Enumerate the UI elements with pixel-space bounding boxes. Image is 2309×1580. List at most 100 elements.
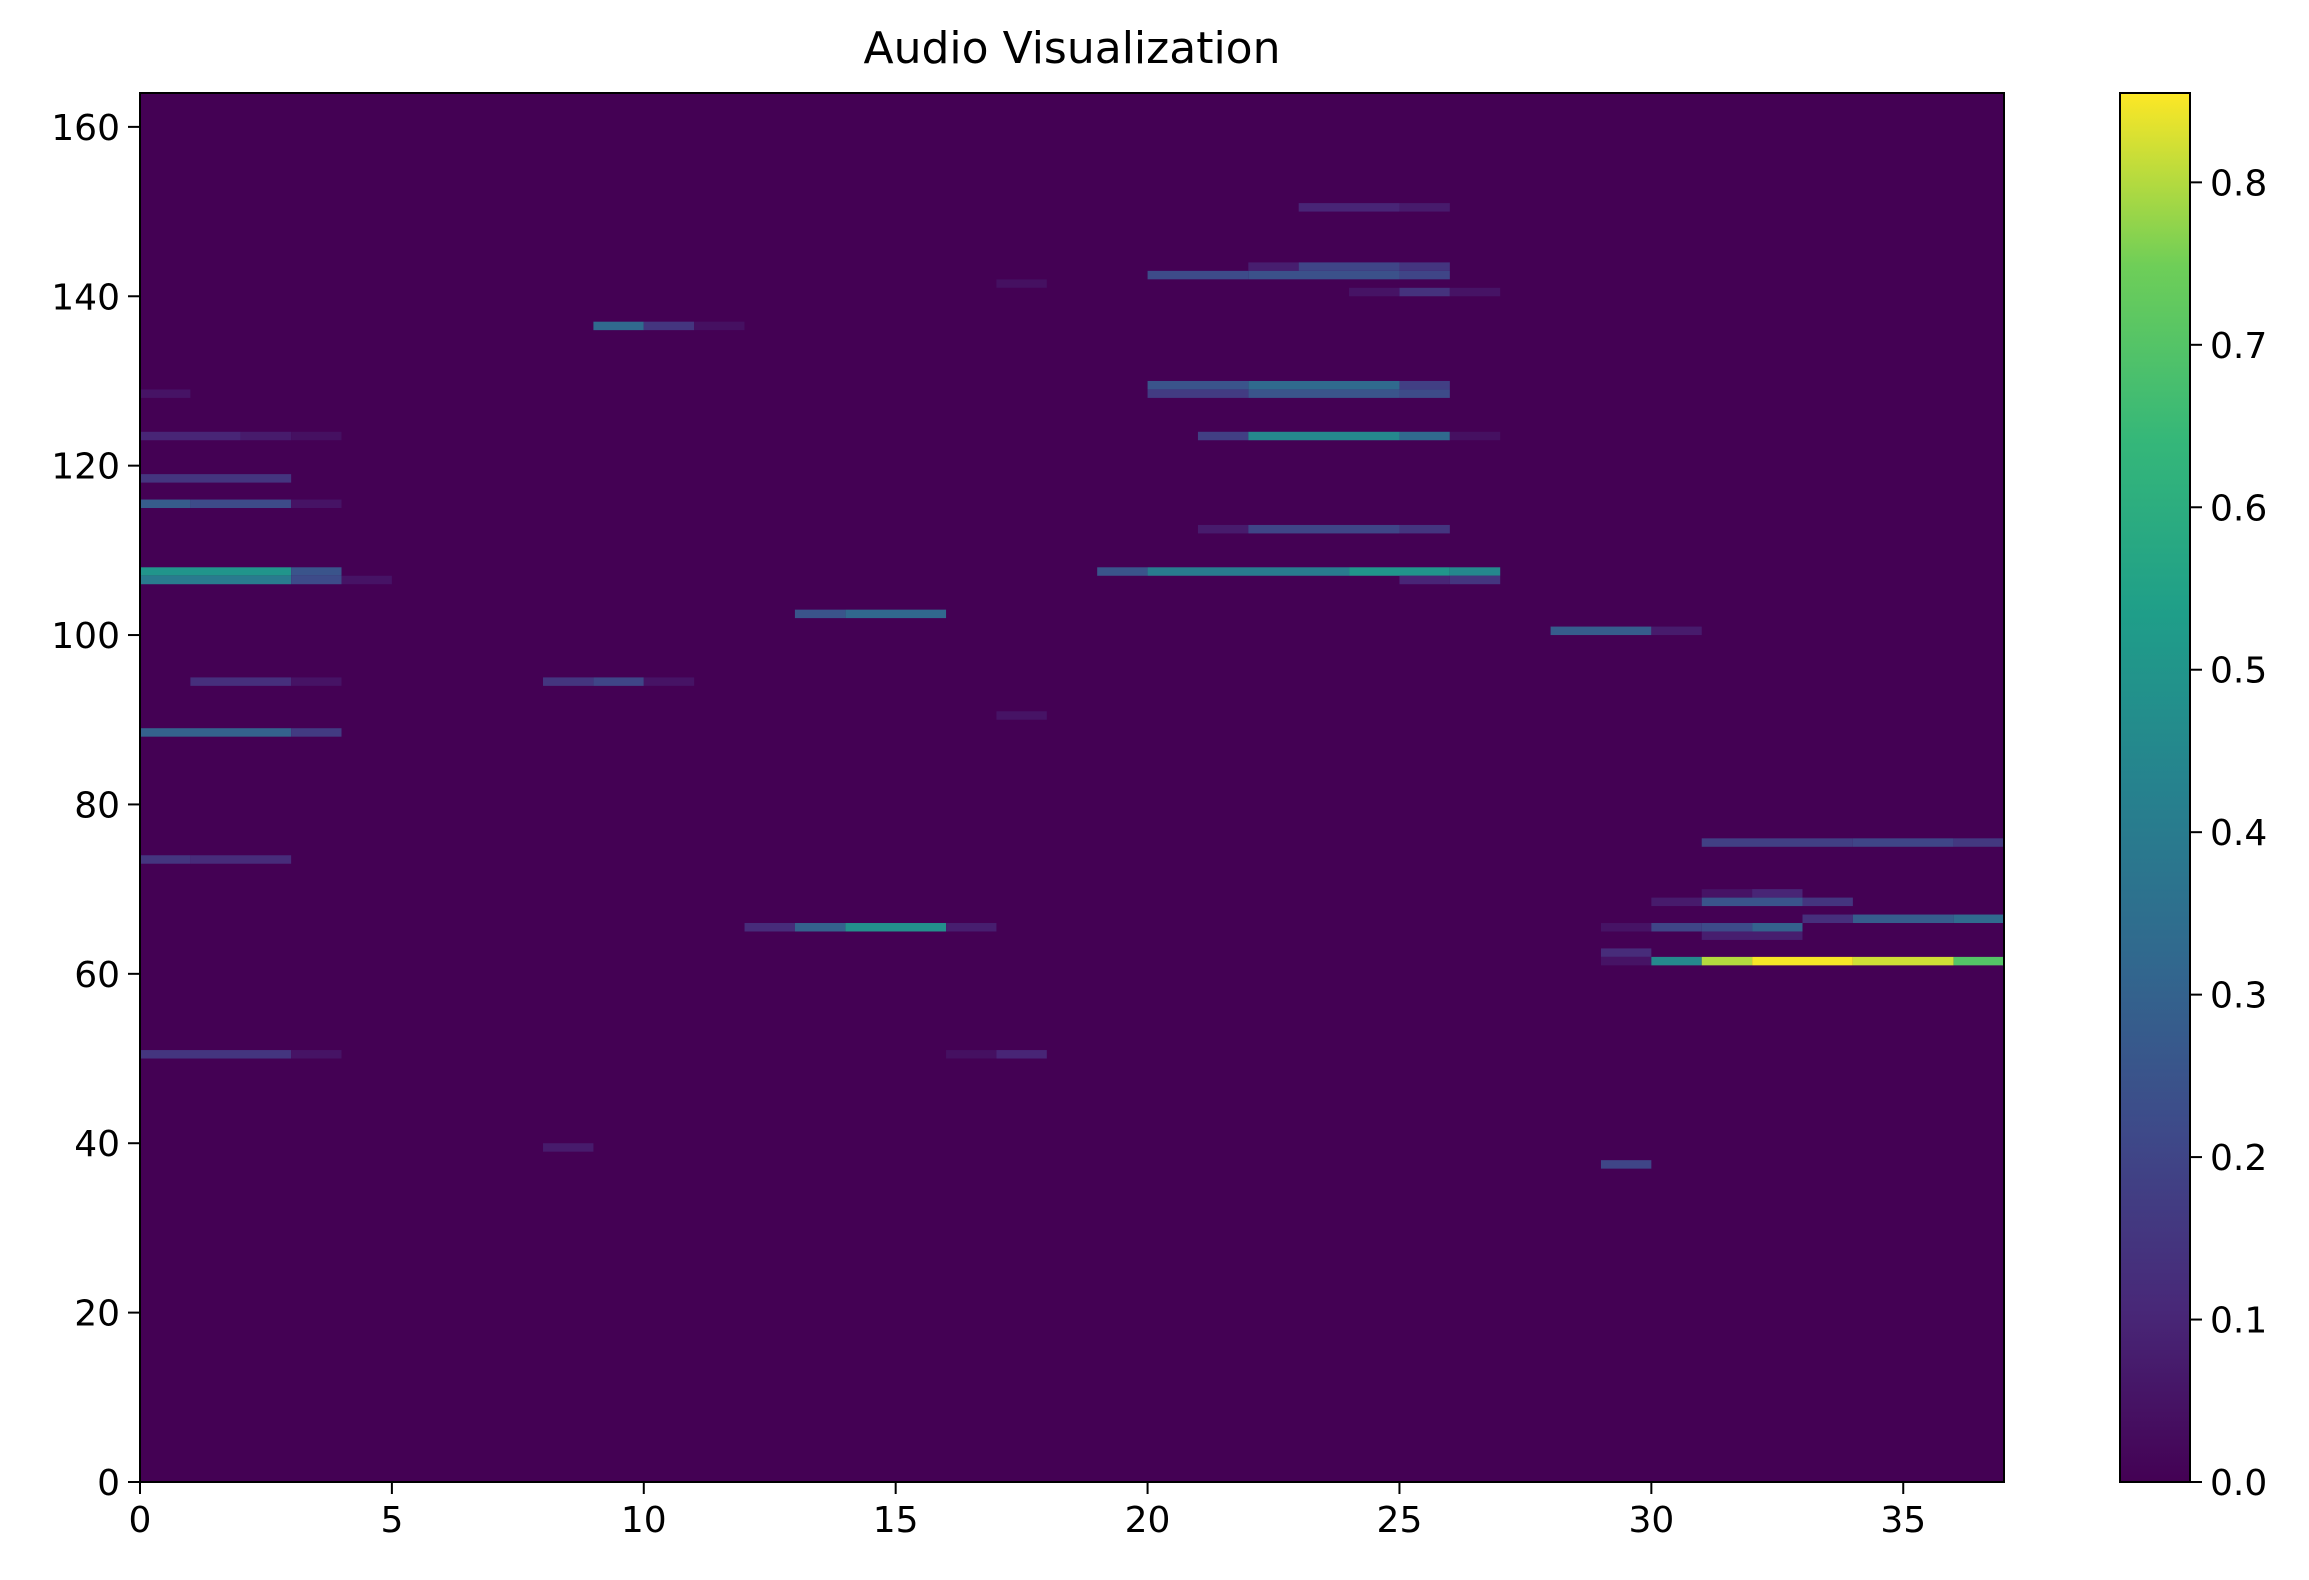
y-tick-label: 20	[74, 1294, 120, 1335]
heatmap-cell	[1802, 897, 1853, 907]
y-tick-label: 140	[51, 277, 120, 318]
y-tick-label: 80	[74, 785, 120, 826]
chart-title: Audio Visualization	[864, 23, 1281, 74]
heatmap-cell	[1701, 897, 1803, 907]
heatmap-cell	[291, 567, 342, 576]
heatmap-cell	[996, 279, 1047, 288]
heatmap-cell	[1248, 431, 1400, 441]
heatmap-cell	[1248, 389, 1400, 398]
heatmap-cell	[1147, 389, 1249, 398]
heatmap-cell	[1802, 914, 1853, 924]
heatmap-cell	[1752, 923, 1803, 932]
heatmap-cell	[643, 321, 695, 331]
heatmap-cell	[1248, 524, 1400, 534]
heatmap-cell	[1248, 270, 1400, 280]
heatmap-cell	[1248, 380, 1400, 390]
x-tick-label: 10	[621, 1500, 667, 1541]
heatmap-cell	[1349, 567, 1450, 576]
heatmap-cell	[1147, 567, 1350, 576]
heatmap-cell	[1097, 567, 1148, 576]
heatmap-cell	[946, 923, 997, 932]
colorbar-tick-label: 0.5	[2210, 651, 2267, 692]
heatmap-cell	[1399, 262, 1450, 271]
heatmap-cell	[1752, 889, 1803, 898]
heatmap-cell	[140, 431, 241, 441]
heatmap-cell	[140, 474, 292, 483]
heatmap-cell	[1701, 931, 1803, 940]
heatmap-cell	[1147, 270, 1249, 280]
colorbar-tick-label: 0.2	[2210, 1138, 2267, 1179]
heatmap-cell	[593, 321, 644, 331]
heatmap-cell	[1600, 1160, 1652, 1169]
heatmap-cell	[140, 728, 292, 737]
heatmap-cell	[1399, 389, 1450, 398]
heatmap-cell	[240, 431, 292, 441]
heatmap-cell	[1298, 262, 1400, 271]
heatmap-cell	[1651, 897, 1702, 907]
heatmap-cell	[1399, 431, 1450, 441]
colorbar-tick-label: 0.1	[2210, 1301, 2267, 1342]
colorbar-tick-label: 0.0	[2210, 1463, 2267, 1504]
colorbar-tick-label: 0.6	[2210, 488, 2267, 529]
colorbar-axis: 0.0 0.1 0.2 0.3 0.4 0.5 0.6 0.7 0.8	[2190, 163, 2267, 1504]
heatmap-cell	[1953, 838, 2004, 847]
heatmap-cell	[543, 677, 594, 686]
heatmap-cell	[140, 575, 292, 585]
heatmap-background	[140, 93, 2004, 1482]
heatmap-cell	[1852, 838, 1954, 847]
heatmap-cell	[845, 923, 947, 932]
heatmap-cell	[291, 575, 342, 585]
colorbar-tick-label: 0.7	[2210, 326, 2267, 367]
heatmap-cell	[1298, 203, 1400, 212]
heatmap-cell	[1449, 575, 1501, 585]
heatmap-cell	[1752, 956, 1853, 966]
heatmap-cell	[140, 499, 191, 509]
heatmap-cell	[341, 575, 392, 585]
x-tick-label: 5	[380, 1500, 403, 1541]
heatmap-cell	[1399, 524, 1450, 534]
heatmap-cell	[1651, 923, 1702, 932]
heatmap-cell	[1600, 948, 1652, 957]
heatmap-cell	[1550, 626, 1652, 636]
heatmap-cell	[1399, 575, 1450, 585]
heatmap-cell	[1449, 431, 1501, 441]
heatmap-cell	[140, 855, 191, 864]
heatmap-cell	[1147, 380, 1249, 390]
heatmap-cell	[140, 567, 292, 576]
y-axis: 0 20 40 60 80 100 120 140 160	[51, 108, 140, 1504]
heatmap-cell	[291, 1050, 342, 1059]
y-tick-label: 60	[74, 955, 120, 996]
heatmap-cell	[996, 711, 1047, 720]
heatmap-cell	[1349, 287, 1400, 297]
heatmap-cell	[744, 923, 795, 932]
y-tick-label: 0	[97, 1463, 120, 1504]
heatmap-cell	[1651, 956, 1702, 966]
heatmap-cell	[1953, 914, 2004, 924]
heatmap-cell	[845, 609, 947, 619]
x-tick-label: 35	[1880, 1500, 1926, 1541]
heatmap-cell	[543, 1143, 594, 1152]
heatmap-cell	[1399, 270, 1450, 280]
heatmap-cell	[1600, 923, 1652, 932]
heatmap-cell	[1953, 956, 2004, 966]
heatmap-cell	[1449, 287, 1501, 297]
heatmap-cell	[1852, 956, 1954, 966]
x-tick-label: 0	[129, 1500, 152, 1541]
y-tick-label: 40	[74, 1124, 120, 1165]
heatmap-cell	[1197, 431, 1249, 441]
heatmap-cell	[1399, 287, 1450, 297]
heatmap-cell	[1651, 626, 1702, 636]
heatmap-cell	[190, 499, 292, 509]
colorbar-tick-label: 0.3	[2210, 976, 2267, 1017]
heatmap-cell	[1852, 914, 1954, 924]
heatmap-cell	[1701, 889, 1753, 898]
heatmap-cell	[694, 321, 745, 331]
y-tick-label: 120	[51, 447, 120, 488]
heatmap-cell	[291, 499, 342, 509]
heatmap-cell	[291, 431, 342, 441]
heatmap-cell	[1449, 567, 1501, 576]
heatmap-cell	[1399, 380, 1450, 390]
heatmap-cell	[1701, 923, 1753, 932]
heatmap-cell	[1701, 838, 1853, 847]
